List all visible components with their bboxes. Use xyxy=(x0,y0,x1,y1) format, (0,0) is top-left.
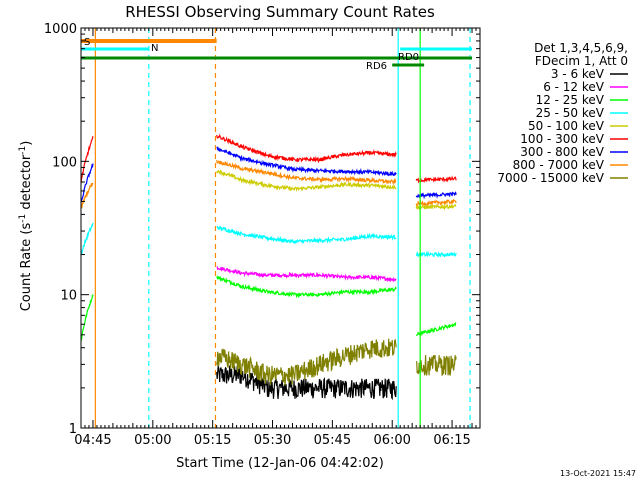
legend-label-8: 7000 - 15000 keV xyxy=(497,171,604,185)
legend-label-0: 3 - 6 keV xyxy=(551,67,605,81)
series-line-8-seg-2 xyxy=(416,355,457,377)
y-tick-label: 100 xyxy=(52,155,77,170)
series-line-7-seg-1 xyxy=(216,159,397,186)
series-line-4-seg-1 xyxy=(216,169,397,193)
legend-header-line-2: FDecim 1, Att 0 xyxy=(535,54,628,68)
x-axis-label: Start Time (12-Jan-06 04:42:02) xyxy=(176,456,384,471)
legend-header-line-1: Det 1,3,4,5,6,9, xyxy=(534,41,628,55)
flag-label-n: N xyxy=(151,43,158,54)
series-line-3-seg-1 xyxy=(216,225,397,245)
y-tick-label: 1 xyxy=(69,422,77,437)
series-line-7-seg-2 xyxy=(415,198,457,207)
x-tick-label: 06:00 xyxy=(373,433,410,448)
legend-label-5: 100 - 300 keV xyxy=(520,132,604,146)
series-line-5-seg-1 xyxy=(216,133,397,164)
flag-label-s: S xyxy=(84,37,90,48)
series-line-6-seg-2 xyxy=(415,191,457,200)
x-tick-label: 05:30 xyxy=(254,433,291,448)
axes: 1 10 100 1000 04:45 05:00 05:15 05:30 05:45 06:00… xyxy=(44,22,481,448)
series-line-4-seg-2 xyxy=(415,202,457,211)
series-line-6-seg-1 xyxy=(216,146,397,177)
legend-label-7: 800 - 7000 keV xyxy=(513,158,605,172)
timestamp: 13-Oct-2021 15:47 xyxy=(560,469,636,478)
series-line-0-seg-1 xyxy=(216,364,397,401)
series-line-3-seg-2 xyxy=(415,250,457,259)
series-line-7-seg-0 xyxy=(80,182,94,209)
flag-label-rd0: RD0 xyxy=(398,52,419,63)
legend-label-6: 300 - 800 keV xyxy=(520,145,604,159)
x-tick-label: 06:15 xyxy=(433,433,470,448)
y-axis-label: Count Rate (s-1 detector-1) xyxy=(18,141,34,312)
series-line-2-seg-0 xyxy=(80,294,94,341)
plot-area: S N RD6 RD0 xyxy=(80,28,473,428)
series-line-1-seg-1 xyxy=(216,266,397,283)
x-tick-label: 05:45 xyxy=(314,433,351,448)
y-tick-label: 10 xyxy=(60,289,77,304)
legend-label-4: 50 - 100 keV xyxy=(528,119,605,133)
series-line-2-seg-1 xyxy=(216,274,397,299)
legend: Det 1,3,4,5,6,9, FDecim 1, Att 0 3 - 6 k… xyxy=(497,41,628,185)
chart-title: RHESSI Observing Summary Count Rates xyxy=(125,3,435,21)
legend-label-3: 25 - 50 keV xyxy=(536,106,605,120)
series-line-8-seg-1 xyxy=(216,338,397,386)
series-line-2-seg-2 xyxy=(416,322,457,337)
series-line-3-seg-0 xyxy=(80,222,94,256)
legend-label-1: 6 - 12 keV xyxy=(543,80,605,94)
legend-label-2: 12 - 25 keV xyxy=(536,93,605,107)
x-tick-label: 04:45 xyxy=(74,433,111,448)
x-tick-label: 05:15 xyxy=(194,433,231,448)
series-line-6-seg-0 xyxy=(80,163,94,203)
y-tick-label: 1000 xyxy=(44,22,77,37)
x-tick-label: 05:00 xyxy=(134,433,171,448)
series-line-5-seg-2 xyxy=(415,175,457,184)
series-line-5-seg-0 xyxy=(80,136,94,184)
flag-label-rd6: RD6 xyxy=(366,61,387,72)
